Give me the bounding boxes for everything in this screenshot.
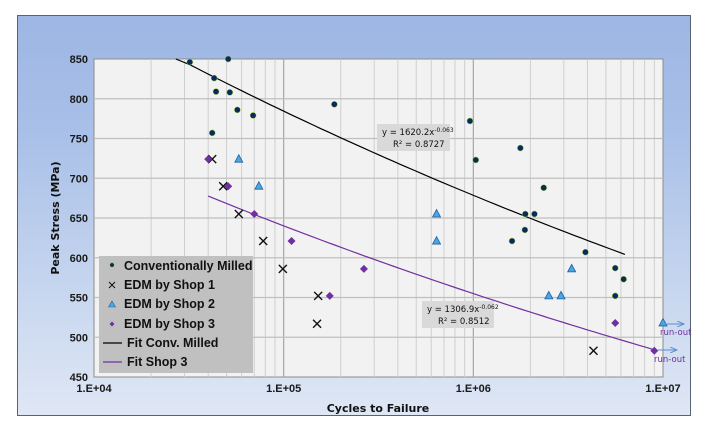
data-point-circle — [224, 55, 232, 63]
runout-annotation-2: run-out — [654, 350, 686, 365]
legend-item-fit-conv-milled: Fit Conv. Milled — [103, 336, 218, 350]
data-point-x — [234, 209, 244, 219]
y-tick-label: 850 — [70, 54, 88, 66]
svg-text:Fit Conv. Milled: Fit Conv. Milled — [127, 336, 218, 350]
data-point-x — [207, 154, 217, 164]
data-points — [186, 55, 668, 356]
equation-label-conv-milled: y = 1620.2x-0.063 R² = 0.8727 — [377, 124, 454, 151]
data-point-x — [588, 346, 598, 356]
data-point-triangle — [567, 263, 577, 273]
data-point-triangle — [544, 290, 554, 300]
data-point-diamond — [650, 346, 659, 355]
data-point-circle — [234, 106, 241, 114]
y-tick-label: 500 — [70, 332, 88, 344]
data-point-diamond — [250, 210, 259, 219]
equation-label-shop3: y = 1306.9x-0.062 R² = 0.8512 — [422, 301, 499, 328]
data-point-circle — [521, 226, 529, 234]
data-point-diamond — [325, 291, 334, 300]
svg-text:EDM by Shop 1: EDM by Shop 1 — [124, 278, 215, 292]
x-tick-label: 1.E+06 — [456, 383, 491, 395]
data-point-diamond — [287, 237, 296, 246]
data-point-diamond — [611, 318, 620, 327]
data-point-circle — [208, 129, 216, 137]
y-tick-label: 800 — [70, 94, 88, 106]
data-point-circle — [611, 292, 619, 300]
svg-text:R² = 0.8512: R² = 0.8512 — [438, 317, 490, 327]
data-point-x — [218, 181, 228, 191]
data-point-x — [258, 236, 268, 246]
data-point-circle — [226, 89, 234, 96]
data-point-circle — [620, 275, 627, 283]
data-point-circle — [210, 74, 218, 82]
data-point-triangle — [254, 180, 264, 190]
data-point-circle — [522, 210, 529, 218]
fit-line — [175, 58, 626, 255]
data-point-circle — [531, 210, 538, 218]
data-point-circle — [517, 144, 524, 152]
data-point-x — [313, 291, 323, 301]
data-point-circle — [186, 58, 194, 66]
data-point-circle — [331, 101, 338, 108]
svg-text:y = 1620.2x-0.063: y = 1620.2x-0.063 — [382, 127, 454, 138]
svg-text:EDM by Shop 2: EDM by Shop 2 — [124, 297, 215, 311]
svg-text:run-out: run-out — [654, 355, 686, 365]
data-point-triangle — [556, 290, 566, 300]
runout-annotation-1: run-out — [660, 324, 692, 338]
data-point-x — [278, 264, 288, 274]
svg-text:Conventionally Milled: Conventionally Milled — [124, 259, 253, 273]
x-axis-ticks: 1.E+04 1.E+05 1.E+06 1.E+07 — [76, 383, 680, 395]
data-point-triangle — [234, 153, 244, 163]
data-point-circle — [582, 248, 589, 256]
y-axis-ticks: 850 800 750 700 650 600 550 500 450 — [70, 54, 88, 384]
data-point-circle — [472, 156, 480, 164]
data-point-circle — [212, 88, 220, 95]
fit-lines — [175, 58, 655, 351]
data-point-x — [312, 319, 322, 329]
data-point-diamond — [224, 182, 233, 191]
x-axis-title: Cycles to Failure — [327, 402, 430, 415]
legend-item-fit-shop-3: Fit Shop 3 — [103, 355, 187, 369]
data-point-diamond — [204, 155, 213, 164]
y-axis-title: Peak Stress (MPa) — [49, 161, 62, 274]
data-point-triangle — [431, 235, 442, 245]
svg-text:R² = 0.8727: R² = 0.8727 — [393, 140, 445, 150]
y-tick-label: 550 — [70, 293, 88, 305]
x-tick-label: 1.E+07 — [645, 383, 680, 395]
y-tick-label: 650 — [70, 213, 88, 225]
data-point-circle — [508, 237, 516, 245]
svg-text:run-out: run-out — [660, 328, 692, 338]
data-point-circle — [249, 112, 257, 119]
data-point-circle — [540, 184, 547, 192]
svg-text:Fit Shop 3: Fit Shop 3 — [127, 355, 187, 369]
y-tick-label: 700 — [70, 173, 88, 185]
legend-item-edm-shop-2: EDM by Shop 2 — [107, 297, 215, 311]
legend-item-edm-shop-3: EDM by Shop 3 — [109, 317, 215, 331]
y-tick-label: 450 — [70, 372, 88, 384]
y-tick-label: 600 — [70, 253, 88, 265]
y-tick-label: 750 — [70, 134, 88, 146]
svg-text:EDM by Shop 3: EDM by Shop 3 — [124, 317, 215, 331]
data-point-circle — [466, 117, 474, 125]
data-point-diamond — [359, 264, 368, 273]
legend-item-conventionally-milled: Conventionally Milled — [109, 259, 253, 273]
x-tick-label: 1.E+05 — [266, 383, 301, 395]
legend-item-edm-shop-1: EDM by Shop 1 — [108, 278, 215, 292]
x-tick-label: 1.E+04 — [76, 383, 112, 395]
fit-line — [207, 195, 655, 351]
data-point-triangle — [431, 208, 442, 218]
svg-text:y = 1306.9x-0.062: y = 1306.9x-0.062 — [427, 304, 499, 315]
legend: Conventionally Milled EDM by Shop 1 EDM … — [99, 256, 253, 373]
data-point-circle — [611, 264, 619, 272]
